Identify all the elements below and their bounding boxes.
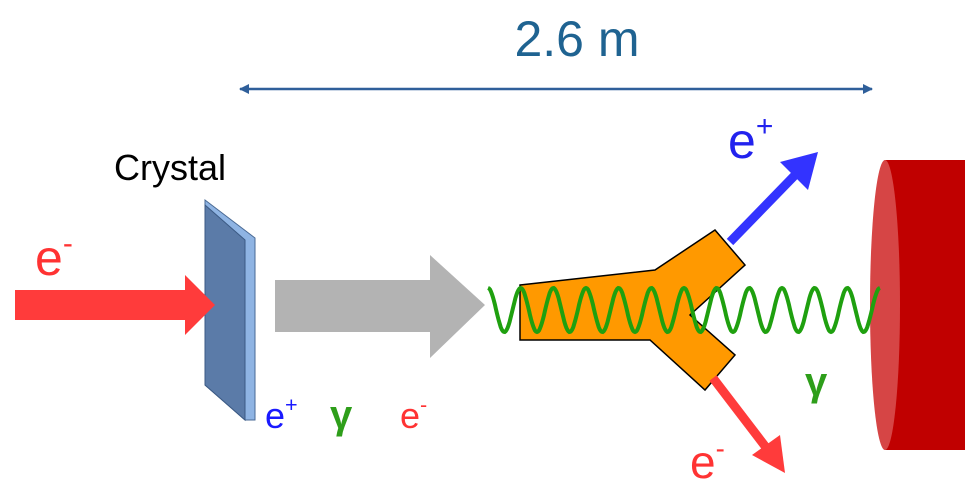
conversion-arrow: [275, 255, 485, 358]
photon-label: γ: [805, 360, 828, 404]
dimension-label: 2.6 m: [514, 11, 639, 67]
particle-charge: -: [420, 392, 427, 417]
product-label: e+: [265, 392, 298, 436]
particle-charge: -: [716, 433, 725, 464]
particle-charge: -: [63, 227, 73, 260]
particle-symbol: e: [35, 230, 63, 286]
particle-symbol: e: [400, 395, 420, 436]
positron-label: e+: [728, 110, 773, 169]
positron-arrow: [730, 172, 798, 242]
diagram: 2.6 m Crystal e- e+ γ e- e+ γ e-: [0, 0, 965, 484]
particle-charge: +: [756, 110, 774, 143]
product-label: γ: [330, 393, 353, 437]
crystal: [205, 205, 245, 420]
page: {"dimension_label": "2.6 m", "crystal_la…: [0, 0, 965, 484]
particle-symbol: e: [265, 395, 285, 436]
crystal-label: Crystal: [114, 147, 226, 188]
particle-symbol: e: [690, 436, 716, 484]
electron-label: e-: [690, 433, 725, 484]
particle-symbol: e: [728, 113, 756, 169]
particle-charge: +: [285, 392, 298, 417]
interaction-vertex: [520, 230, 745, 390]
product-label: e-: [400, 392, 427, 436]
beam-label: e-: [35, 227, 73, 286]
